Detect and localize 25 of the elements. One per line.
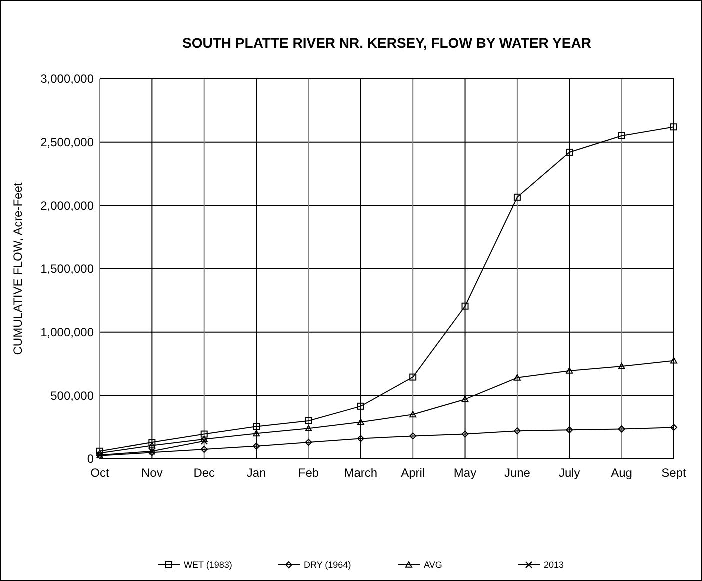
legend-label: AVG — [424, 560, 442, 570]
legend-label: 2013 — [544, 560, 564, 570]
y-tick-label: 2,500,000 — [40, 136, 94, 150]
x-tick-label: Jan — [246, 466, 266, 480]
x-tick-label: Oct — [90, 466, 110, 480]
x-tick-label: May — [454, 466, 477, 480]
y-tick-label: 1,500,000 — [40, 262, 94, 276]
y-tick-label: 500,000 — [50, 388, 94, 403]
x-tick-label: Aug — [611, 466, 632, 480]
x-tick-label: Dec — [194, 466, 216, 480]
legend-label: DRY (1964) — [304, 560, 352, 570]
legend-label: WET (1983) — [184, 560, 232, 570]
x-tick-label: June — [504, 466, 531, 480]
x-tick-label: July — [558, 466, 580, 480]
y-axis-title: CUMULATIVE FLOW, Acre-Feet — [11, 182, 25, 356]
x-tick-label: April — [401, 466, 426, 480]
x-tick-label: March — [344, 466, 378, 480]
y-tick-label: 2,000,000 — [40, 198, 94, 213]
x-tick-label: Sept — [662, 466, 688, 480]
x-tick-label: Nov — [142, 466, 163, 480]
chart-title: SOUTH PLATTE RIVER NR. KERSEY, FLOW BY WATER YEAR — [182, 35, 592, 51]
y-tick-label: 3,000,000 — [40, 72, 94, 86]
y-tick-label: 1,000,000 — [40, 326, 94, 340]
y-tick-label: 0 — [87, 452, 94, 466]
x-tick-label: Feb — [298, 466, 320, 480]
